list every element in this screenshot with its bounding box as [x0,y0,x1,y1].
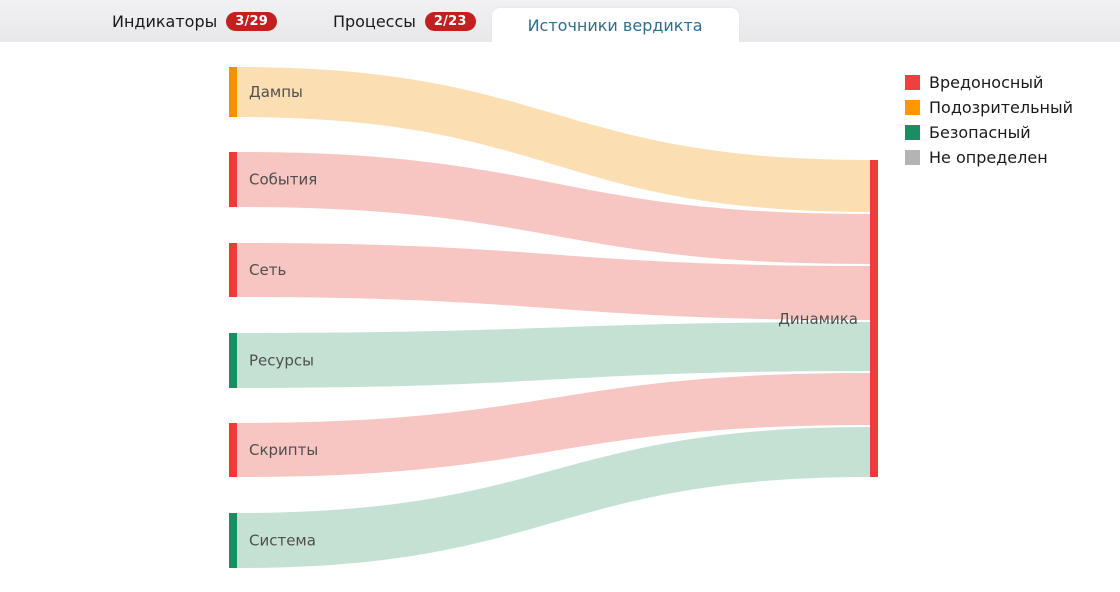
tab-processes-label: Процессы [332,11,416,31]
verdict-legend: Вредоносный Подозрительный Безопасный Не… [905,70,1073,170]
legend-swatch-safe-icon [905,125,920,140]
sankey-flow-network[interactable] [237,243,870,320]
legend-label-safe: Безопасный [929,123,1031,142]
sankey-node-scripts[interactable] [229,423,237,477]
legend-label-malicious: Вредоносный [929,73,1044,92]
sankey-node-network[interactable] [229,243,237,297]
sankey-flow-events[interactable] [237,152,870,264]
sankey-node-label-dumps: Дампы [249,83,303,101]
sankey-node-label-resources: Ресурсы [249,352,314,370]
sankey-node-label-events: События [249,171,317,189]
legend-label-undetermined: Не определен [929,148,1048,167]
tab-indicators-label: Индикаторы [112,11,218,31]
sankey-node-label-system: Система [249,532,316,550]
sankey-flow-resources[interactable] [237,322,870,388]
sankey-node-label-scripts: Скрипты [249,441,318,459]
sankey-node-events[interactable] [229,152,237,207]
sankey-chart: Дампы События Сеть Ресурсы Скрипты Система Дин… [0,42,1120,592]
legend-item-suspicious[interactable]: Подозрительный [905,95,1073,120]
legend-item-undetermined[interactable]: Не определен [905,145,1073,170]
tab-indicators-badge: 3/29 [226,11,277,31]
sankey-svg: Дампы События Сеть Ресурсы Скрипты Система Дин… [229,67,878,568]
sankey-flow-dumps[interactable] [237,67,870,212]
legend-item-safe[interactable]: Безопасный [905,120,1073,145]
tab-processes[interactable]: Процессы 2/23 [332,11,476,31]
sankey-node-resources[interactable] [229,333,237,388]
sankey-node-label-network: Сеть [249,261,286,279]
tab-indicators[interactable]: Индикаторы 3/29 [112,11,277,31]
tab-verdict-sources-label: Источники вердикта [527,15,703,35]
legend-swatch-suspicious-icon [905,100,920,115]
sankey-target-label: Динамика [778,310,858,328]
sankey-node-system[interactable] [229,513,237,568]
sankey-flow-system[interactable] [237,427,870,568]
sankey-node-dumps[interactable] [229,67,237,117]
legend-swatch-undetermined-icon [905,150,920,165]
tab-processes-badge: 2/23 [424,11,476,31]
sankey-flow-scripts[interactable] [237,373,870,477]
legend-label-suspicious: Подозрительный [929,98,1074,117]
tab-bar: Индикаторы 3/29 Процессы 2/23 Источники … [0,0,1120,42]
legend-swatch-malicious-icon [905,75,920,90]
legend-item-malicious[interactable]: Вредоносный [905,70,1073,95]
tab-verdict-sources[interactable]: Источники вердикта [491,8,739,42]
sankey-target-node[interactable] [870,160,878,477]
